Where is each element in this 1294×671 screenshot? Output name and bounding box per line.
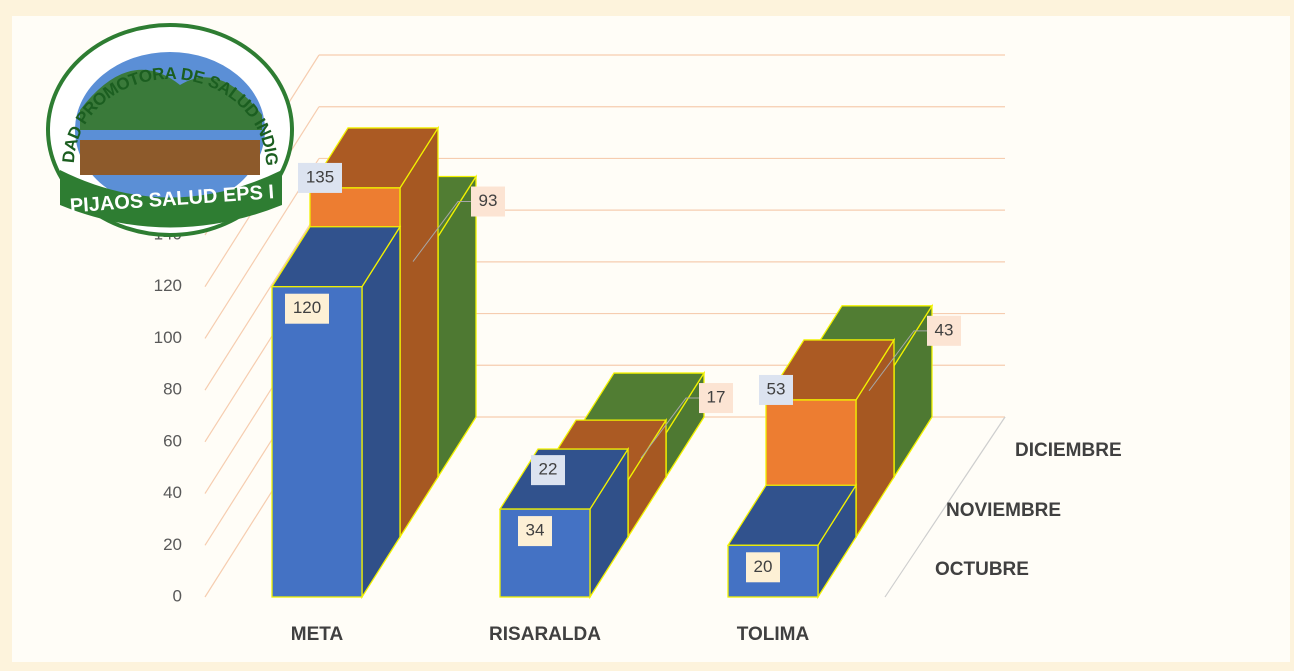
value-label: 93 <box>479 191 498 210</box>
y-tick-label: 0 <box>173 586 182 605</box>
x-tick-label: RISARALDA <box>489 624 601 645</box>
value-label: 53 <box>767 379 786 398</box>
logo-ground <box>80 140 260 175</box>
legend-label: DICIEMBRE <box>1015 440 1122 461</box>
y-tick-label: 120 <box>154 276 182 295</box>
value-label: 22 <box>539 460 558 479</box>
page: 020406080100120140 ENTIDAD PROMOTORA DE … <box>0 0 1294 666</box>
y-tick-label: 60 <box>163 431 182 450</box>
bar-side <box>400 128 438 537</box>
y-tick-label: 40 <box>163 483 182 502</box>
x-tick-label: META <box>291 624 344 645</box>
value-label: 120 <box>293 298 321 317</box>
chart: 020406080100120140 ENTIDAD PROMOTORA DE … <box>0 0 1294 666</box>
value-label: 135 <box>306 167 334 186</box>
y-tick-label: 80 <box>163 380 182 399</box>
value-label: 34 <box>526 521 545 540</box>
value-label: 43 <box>935 320 954 339</box>
value-label: 20 <box>754 557 773 576</box>
bar <box>272 287 362 597</box>
y-tick-label: 100 <box>154 328 182 347</box>
x-tick-label: TOLIMA <box>737 624 810 645</box>
legend-label: NOVIEMBRE <box>946 500 1061 521</box>
value-label: 17 <box>707 388 726 407</box>
legend-label: OCTUBRE <box>935 559 1029 580</box>
y-tick-label: 20 <box>163 535 182 554</box>
bar-side <box>362 227 400 597</box>
